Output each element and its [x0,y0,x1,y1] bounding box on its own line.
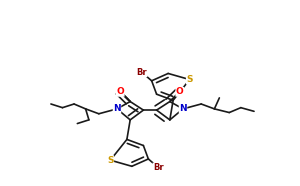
Text: S: S [186,75,193,84]
Text: O: O [176,87,184,96]
Text: S: S [107,156,114,165]
Text: O: O [116,87,124,96]
Text: Br: Br [153,163,164,172]
Text: N: N [179,104,187,113]
Text: Br: Br [136,68,147,77]
Text: N: N [113,104,121,113]
